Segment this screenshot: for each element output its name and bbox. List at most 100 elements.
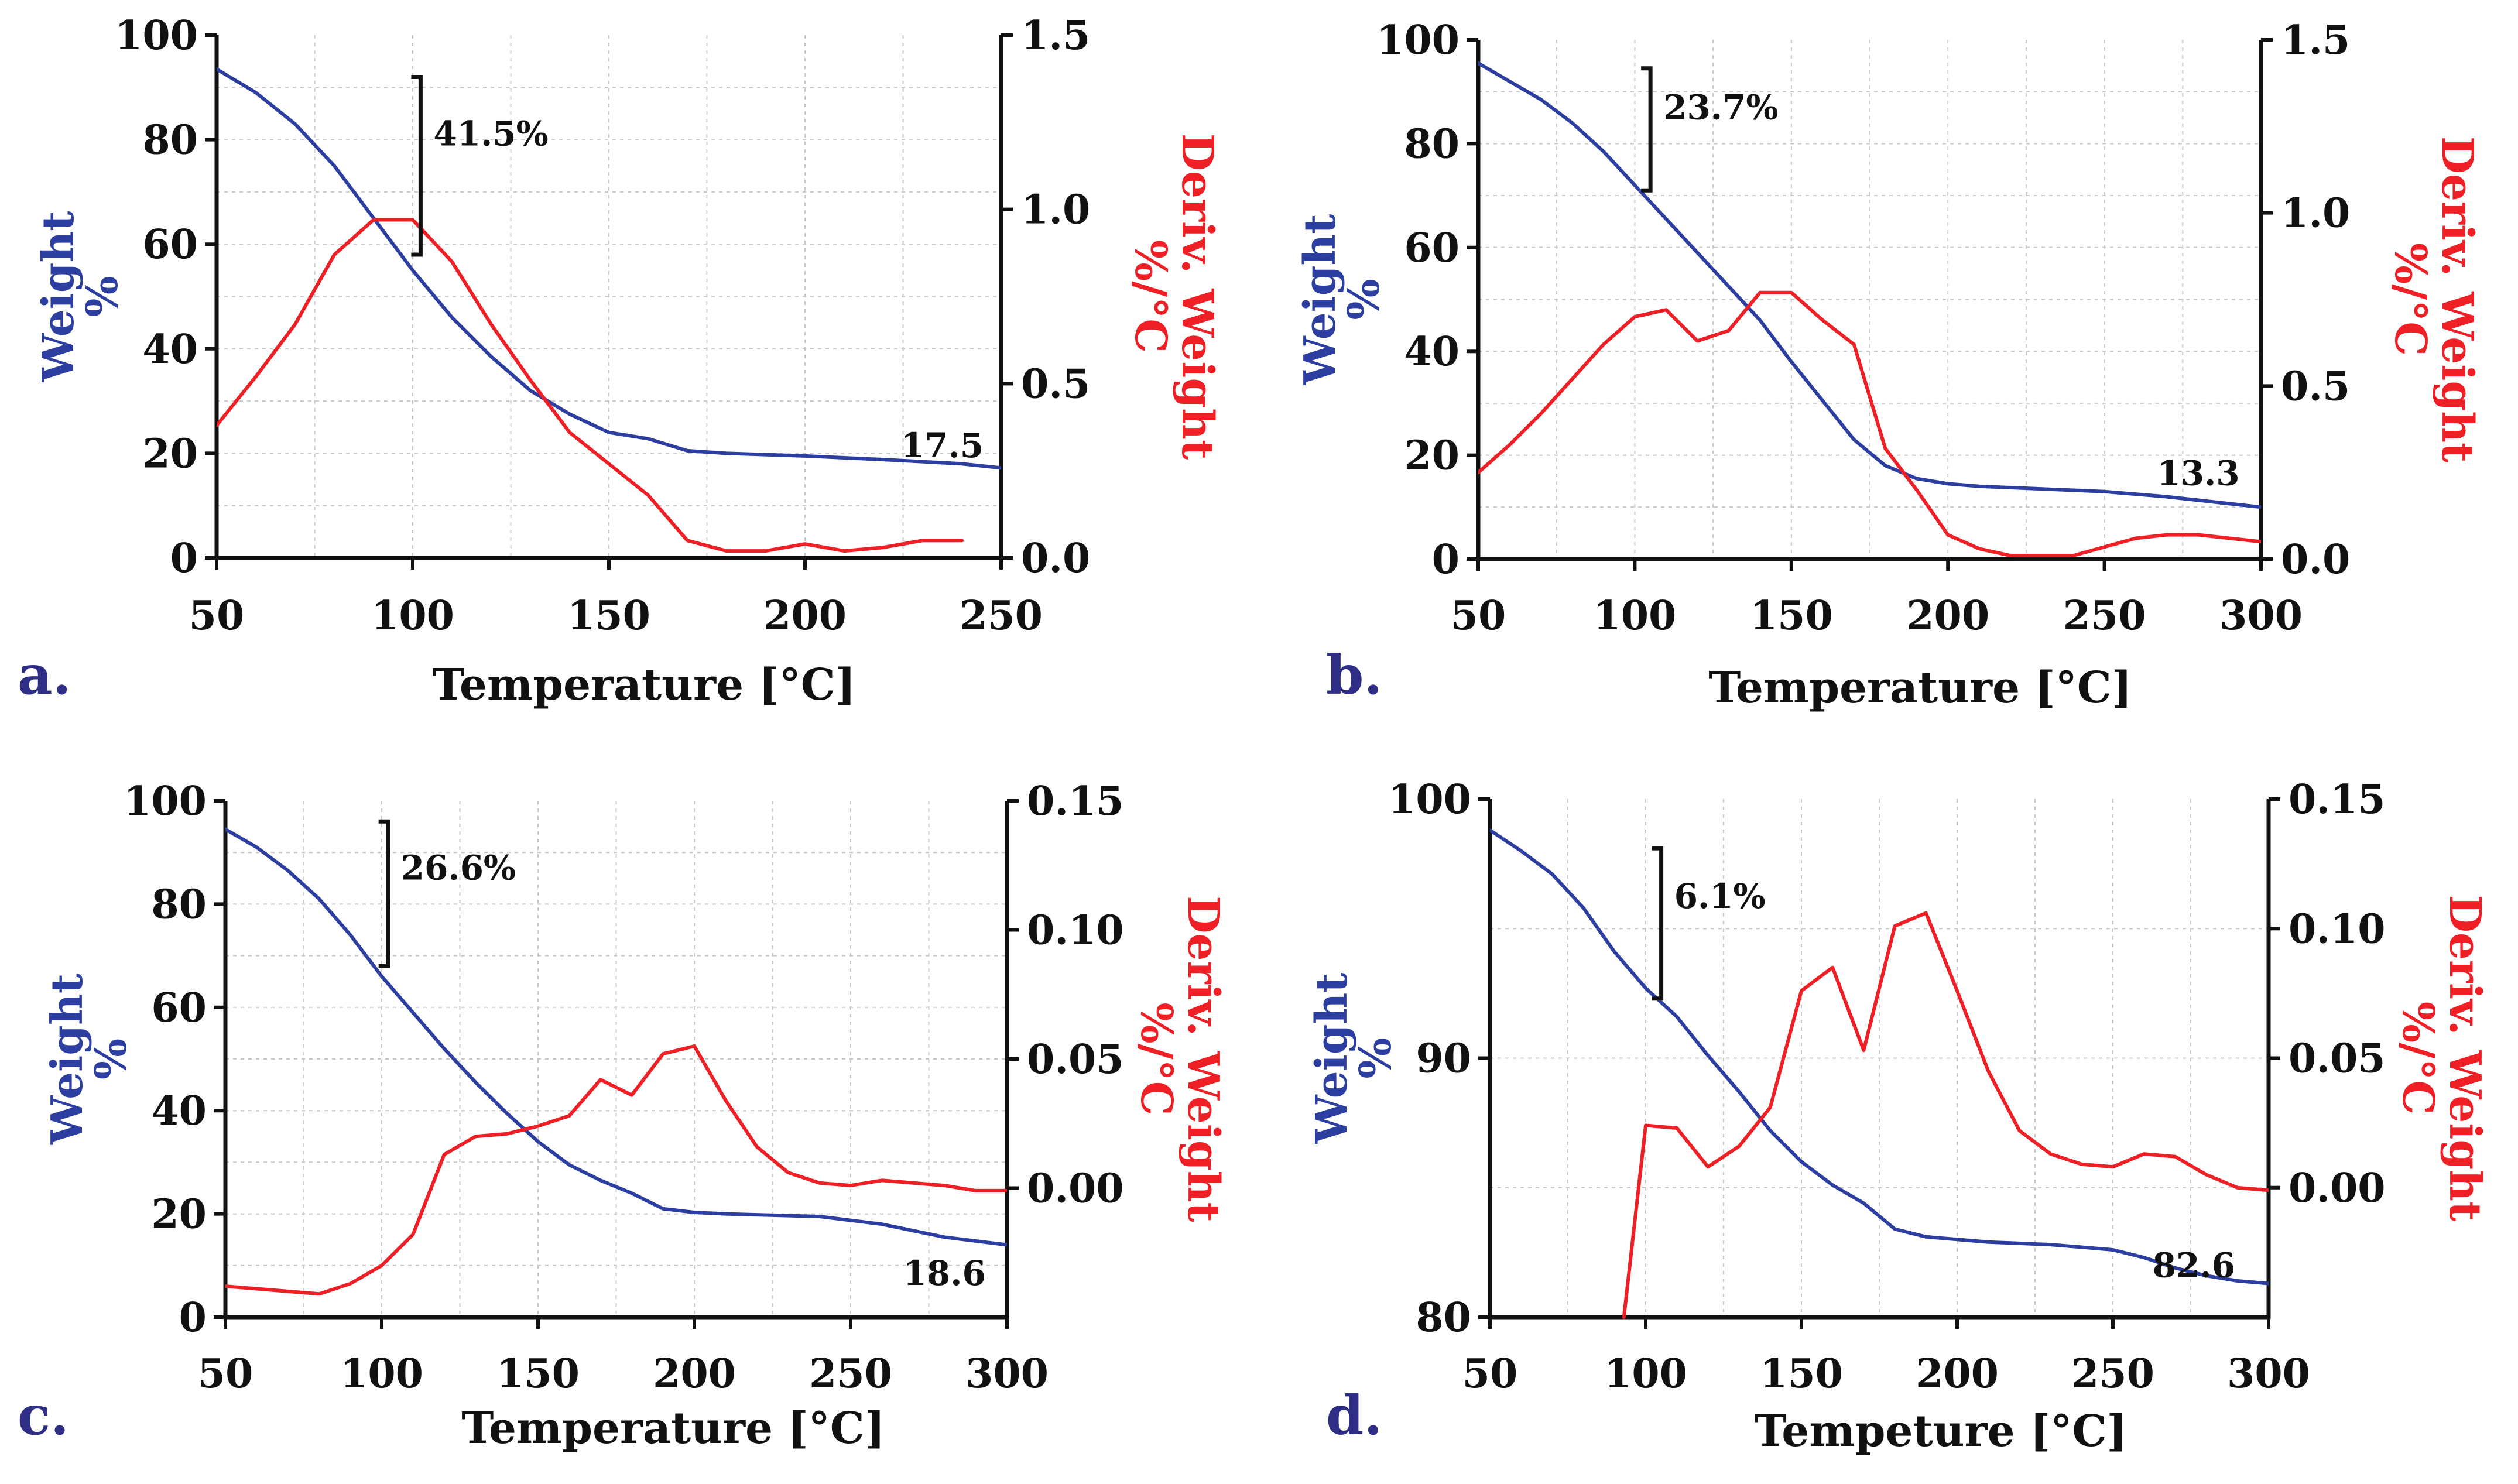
deriv-weight-series-line xyxy=(1478,290,2261,558)
x-tick-label: 150 xyxy=(1750,592,1833,639)
mass-loss-label: 23.7% xyxy=(1663,87,1778,127)
left-y-axis-title: Weight xyxy=(42,974,93,1145)
left-y-tick-label: 20 xyxy=(151,1191,207,1238)
right-y-axis-title: Deriv. Weight xyxy=(2440,895,2490,1221)
deriv-weight-series-line xyxy=(225,1044,1007,1296)
right-y-axis-unit: %/°C xyxy=(1125,240,1176,353)
left-y-tick-label: 60 xyxy=(151,985,207,1031)
x-tick-label: 100 xyxy=(340,1351,423,1397)
left-y-tick-label: 0 xyxy=(170,535,198,582)
x-tick-label: 250 xyxy=(809,1351,892,1397)
weight-series-line xyxy=(217,67,1001,470)
x-tick-label: 200 xyxy=(1906,592,1989,639)
right-y-axis-title: Deriv. Weight xyxy=(1178,896,1228,1222)
left-y-tick-label: 40 xyxy=(151,1088,207,1135)
mass-loss-bracket xyxy=(411,74,423,257)
mass-loss-bracket xyxy=(1641,66,1653,193)
right-y-axis-title: Deriv. Weight xyxy=(2432,136,2482,462)
x-tick-label: 50 xyxy=(189,592,245,639)
left-y-tick-label: 80 xyxy=(151,881,207,928)
x-tick-label: 300 xyxy=(965,1351,1049,1397)
left-y-tick-label: 100 xyxy=(124,778,207,825)
chart-panel-b: 50 100 150 200 250 300 0 20 40 60 80 100 0.0 0.5 1.0 1.… xyxy=(1295,17,2482,713)
x-tick-label: 250 xyxy=(960,592,1043,639)
left-y-axis-unit: % xyxy=(1339,279,1389,320)
left-y-tick-label: 100 xyxy=(1388,776,1471,823)
x-tick-label: 150 xyxy=(1760,1351,1843,1397)
left-y-tick-label: 40 xyxy=(142,326,198,373)
x-tick-label: 250 xyxy=(2063,592,2146,639)
left-y-tick-label: 60 xyxy=(142,221,198,268)
right-y-tick-label: 0.15 xyxy=(2289,776,2386,823)
right-y-axis-title: Deriv. Weight xyxy=(1172,133,1222,460)
residue-label: 13.3 xyxy=(2157,454,2239,493)
mass-loss-label: 26.6% xyxy=(401,848,516,887)
x-axis-title: Temperature [°C] xyxy=(432,660,855,710)
x-tick-label: 300 xyxy=(2219,592,2303,639)
left-y-tick-label: 80 xyxy=(142,117,198,164)
right-y-tick-label: 1.5 xyxy=(1021,12,1090,59)
mass-loss-bracket xyxy=(1652,846,1664,1001)
chart-panel-a: 50 100 150 200 250 0 20 40 60 80 100 0.0 0.5 1.0 1.5 41… xyxy=(18,12,1222,710)
residue-label: 82.6 xyxy=(2153,1246,2235,1286)
weight-series-line xyxy=(1490,828,2269,1286)
right-y-tick-label: 1.0 xyxy=(1021,187,1090,234)
residue-label: 18.6 xyxy=(903,1253,986,1293)
x-tick-label: 50 xyxy=(1462,1351,1518,1397)
right-y-tick-label: 0.0 xyxy=(1021,535,1090,582)
left-y-axis-title: Weight xyxy=(1295,214,1345,386)
x-tick-label: 100 xyxy=(371,592,454,639)
left-y-tick-label: 80 xyxy=(1404,121,1460,167)
right-y-tick-label: 0.15 xyxy=(1027,778,1124,825)
x-tick-label: 50 xyxy=(198,1351,253,1397)
deriv-weight-series-line xyxy=(217,218,964,553)
left-y-tick-label: 100 xyxy=(115,12,198,59)
x-tick-label: 200 xyxy=(1916,1351,1999,1397)
left-y-tick-label: 20 xyxy=(142,430,198,477)
x-tick-label: 200 xyxy=(653,1351,736,1397)
right-y-tick-label: 1.0 xyxy=(2281,190,2350,237)
x-axis-title: Temperature [°C] xyxy=(461,1403,885,1454)
panel-letter: a. xyxy=(18,643,71,707)
residue-label: 17.5 xyxy=(901,426,984,465)
left-y-tick-label: 20 xyxy=(1404,433,1460,479)
left-y-axis-title: Weight xyxy=(1307,973,1357,1144)
left-y-axis-unit: % xyxy=(86,1039,136,1079)
left-y-tick-label: 0 xyxy=(1432,536,1460,583)
x-tick-label: 250 xyxy=(2071,1351,2154,1397)
left-y-tick-label: 40 xyxy=(1404,328,1460,375)
left-y-axis-unit: % xyxy=(77,276,128,317)
left-y-tick-label: 80 xyxy=(1416,1294,1471,1341)
x-tick-label: 200 xyxy=(763,592,847,639)
right-y-axis-unit: %/°C xyxy=(2385,243,2435,356)
left-y-tick-label: 60 xyxy=(1404,225,1460,272)
x-axis-title: Temperature [°C] xyxy=(1708,663,2132,713)
left-y-axis-unit: % xyxy=(1351,1037,1401,1078)
chart-panel-d: 50 100 150 200 250 300 80 90 100 0.00 0.05 0.10 0.15… xyxy=(1307,776,2490,1456)
mass-loss-label: 6.1% xyxy=(1674,876,1766,916)
mass-loss-bracket xyxy=(378,819,390,968)
x-axis-title: Tempeture [°C] xyxy=(1755,1406,2128,1456)
x-tick-label: 100 xyxy=(1593,592,1676,639)
left-y-tick-label: 100 xyxy=(1376,17,1460,64)
right-y-tick-label: 0.10 xyxy=(2289,906,2386,952)
x-tick-label: 300 xyxy=(2227,1351,2310,1397)
right-y-tick-label: 0.0 xyxy=(2281,536,2350,583)
x-tick-label: 50 xyxy=(1451,592,1506,639)
left-y-tick-label: 0 xyxy=(179,1294,207,1341)
right-y-axis-unit: %/°C xyxy=(1131,1002,1181,1115)
x-tick-label: 150 xyxy=(496,1351,580,1397)
right-y-tick-label: 0.05 xyxy=(1027,1036,1124,1083)
weight-series-line xyxy=(1478,61,2261,509)
right-y-tick-label: 0.5 xyxy=(1021,361,1090,407)
panel-letter: c. xyxy=(18,1384,69,1447)
panel-letter: b. xyxy=(1326,643,1382,707)
panel-letter: d. xyxy=(1326,1384,1382,1447)
right-y-axis-unit: %/°C xyxy=(2393,1002,2443,1115)
right-y-tick-label: 0.10 xyxy=(1027,907,1124,954)
right-y-tick-label: 0.00 xyxy=(1027,1166,1124,1212)
right-y-tick-label: 0.5 xyxy=(2281,363,2350,410)
right-y-tick-label: 1.5 xyxy=(2281,17,2350,64)
weight-series-line xyxy=(225,827,1007,1247)
